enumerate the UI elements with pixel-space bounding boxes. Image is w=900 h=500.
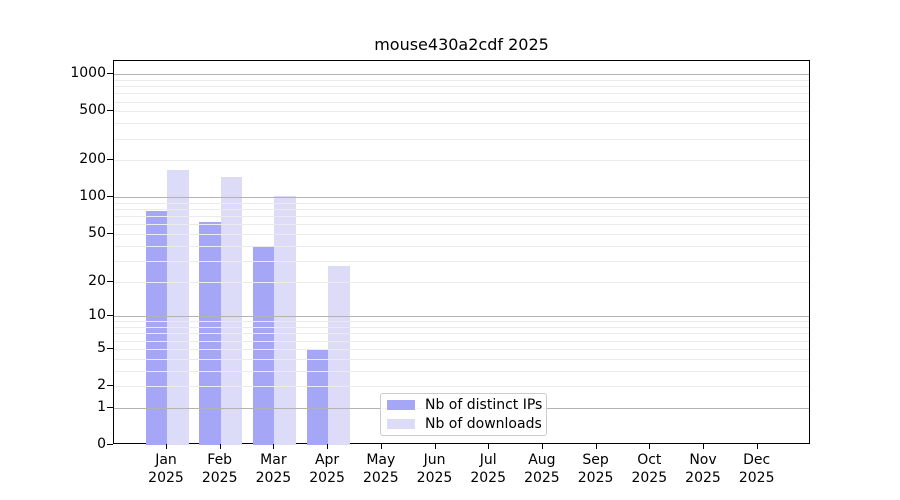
legend-item-distinct-ips: Nb of distinct IPs	[387, 397, 543, 413]
y-tick-label: 5	[97, 339, 106, 356]
y-gridline-minor	[114, 260, 809, 262]
y-gridline-minor	[114, 209, 809, 211]
y-tick-label: 20	[88, 272, 106, 289]
y-tick-label: 2	[97, 377, 106, 394]
y-gridline-minor	[114, 86, 809, 88]
plot-inner	[114, 61, 809, 445]
y-gridline-minor	[114, 386, 809, 388]
y-tick-mark	[107, 444, 113, 445]
y-tick-label: 500	[79, 102, 106, 119]
x-tick-label-feb: Feb 2025	[201, 452, 238, 486]
y-tick-label: 200	[79, 151, 106, 168]
x-tick-mark	[703, 444, 704, 449]
y-gridline-minor	[114, 340, 809, 342]
y-gridline-major	[114, 316, 809, 318]
x-tick-label-jul: Jul 2025	[470, 452, 506, 486]
x-tick-label-nov: Nov 2025	[685, 452, 721, 486]
bar-distinct-ips-apr	[306, 348, 329, 445]
y-gridline-minor	[114, 370, 809, 372]
x-tick-label-may: May 2025	[362, 452, 399, 486]
y-gridline-minor	[114, 321, 809, 323]
y-gridline-minor	[114, 245, 809, 247]
bar-distinct-ips-mar	[252, 245, 275, 445]
y-tick-label: 10	[88, 307, 106, 324]
y-tick-mark	[107, 406, 113, 408]
x-tick-label-apr: Apr 2025	[309, 452, 345, 486]
y-gridline-minor	[114, 234, 809, 236]
y-gridline-minor	[114, 216, 809, 218]
bar-downloads-jan	[167, 170, 189, 445]
y-gridline-minor	[114, 202, 809, 204]
y-tick-label: 1	[97, 398, 106, 415]
x-tick-label-sep: Sep 2025	[577, 452, 614, 486]
y-tick-mark	[107, 233, 113, 235]
x-tick-label-jun: Jun 2025	[416, 452, 453, 486]
x-tick-mark	[595, 444, 597, 449]
y-tick-mark	[107, 385, 113, 387]
y-tick-mark	[107, 315, 113, 317]
x-tick-mark	[327, 444, 329, 449]
x-tick-label-jan: Jan 2025	[148, 452, 184, 486]
x-tick-label-dec: Dec 2025	[738, 452, 775, 486]
y-gridline-minor	[114, 138, 809, 140]
y-gridline-minor	[114, 101, 809, 103]
x-tick-label-mar: Mar 2025	[255, 452, 292, 486]
y-gridline-major	[114, 74, 809, 76]
y-gridline-major	[114, 197, 809, 199]
x-tick-mark	[166, 444, 167, 449]
y-tick-mark	[107, 280, 113, 282]
y-gridline-minor	[114, 160, 809, 162]
x-tick-mark	[488, 444, 490, 449]
y-gridline-minor	[114, 79, 809, 81]
legend-label-downloads: Nb of downloads	[425, 416, 542, 432]
y-gridline-minor	[114, 358, 809, 360]
legend-label-distinct-ips: Nb of distinct IPs	[425, 397, 543, 413]
y-gridline-minor	[114, 111, 809, 113]
bar-downloads-mar	[274, 195, 296, 445]
bar-downloads-apr	[328, 266, 350, 445]
y-tick-mark	[107, 196, 113, 198]
chart-title: mouse430a2cdf 2025	[374, 35, 549, 54]
x-tick-label-oct: Oct 2025	[631, 452, 668, 486]
y-gridline-minor	[114, 327, 809, 329]
bar-downloads-feb	[220, 176, 243, 445]
legend-swatch-distinct-ips	[387, 400, 415, 410]
y-gridline-minor	[114, 333, 809, 335]
legend-swatch-downloads	[387, 419, 415, 429]
y-gridline-minor	[114, 123, 809, 125]
y-gridline-minor	[114, 281, 809, 283]
plot-area	[113, 60, 810, 445]
y-tick-mark	[107, 110, 113, 112]
x-tick-mark	[219, 444, 221, 449]
x-tick-mark	[434, 444, 436, 449]
y-tick-label: 1000	[70, 65, 106, 82]
y-tick-label: 0	[97, 436, 106, 452]
y-tick-mark	[107, 73, 113, 75]
legend-item-downloads: Nb of downloads	[387, 416, 542, 432]
x-tick-mark	[649, 444, 651, 449]
y-tick-label: 100	[79, 188, 106, 205]
y-gridline-minor	[114, 348, 809, 350]
x-tick-label-aug: Aug 2025	[524, 452, 560, 486]
y-gridline-minor	[114, 224, 809, 226]
legend: Nb of distinct IPs Nb of downloads	[380, 393, 547, 436]
x-tick-mark	[756, 444, 758, 449]
y-tick-mark	[107, 347, 113, 349]
y-gridline-minor	[114, 93, 809, 95]
x-tick-mark	[380, 444, 382, 449]
y-tick-mark	[107, 159, 113, 161]
y-tick-label: 50	[88, 225, 106, 242]
x-tick-mark	[541, 444, 543, 449]
x-tick-mark	[273, 444, 275, 449]
